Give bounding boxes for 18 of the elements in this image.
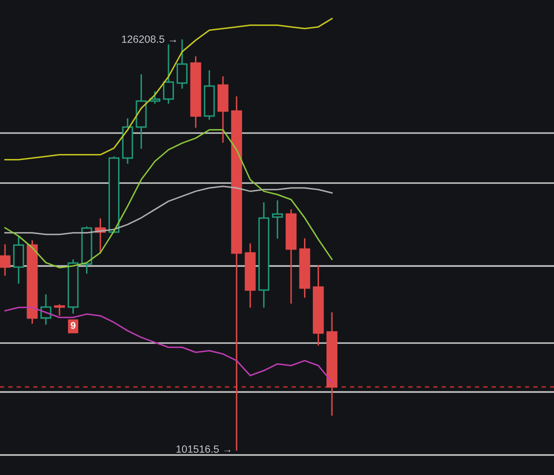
- candlestick: [286, 209, 297, 304]
- annotation: 9: [70, 322, 76, 329]
- candlestick: [272, 200, 283, 239]
- candlestick: [299, 238, 310, 298]
- candlestick: [122, 118, 134, 164]
- candlestick: [204, 70, 215, 120]
- annotation: 101516.5 →: [176, 445, 230, 453]
- candlestick: [26, 240, 38, 324]
- candlestick: [68, 259, 79, 314]
- candlestick: [176, 39, 188, 89]
- candlestick: [312, 265, 324, 346]
- annotation: 126208.5 →: [122, 35, 176, 43]
- candlestick: [231, 96, 242, 451]
- candlestick: [190, 56, 202, 128]
- candlestick: [13, 236, 24, 284]
- candlestick: [326, 312, 338, 416]
- candlestick: [258, 202, 270, 308]
- candlestick: [244, 243, 256, 308]
